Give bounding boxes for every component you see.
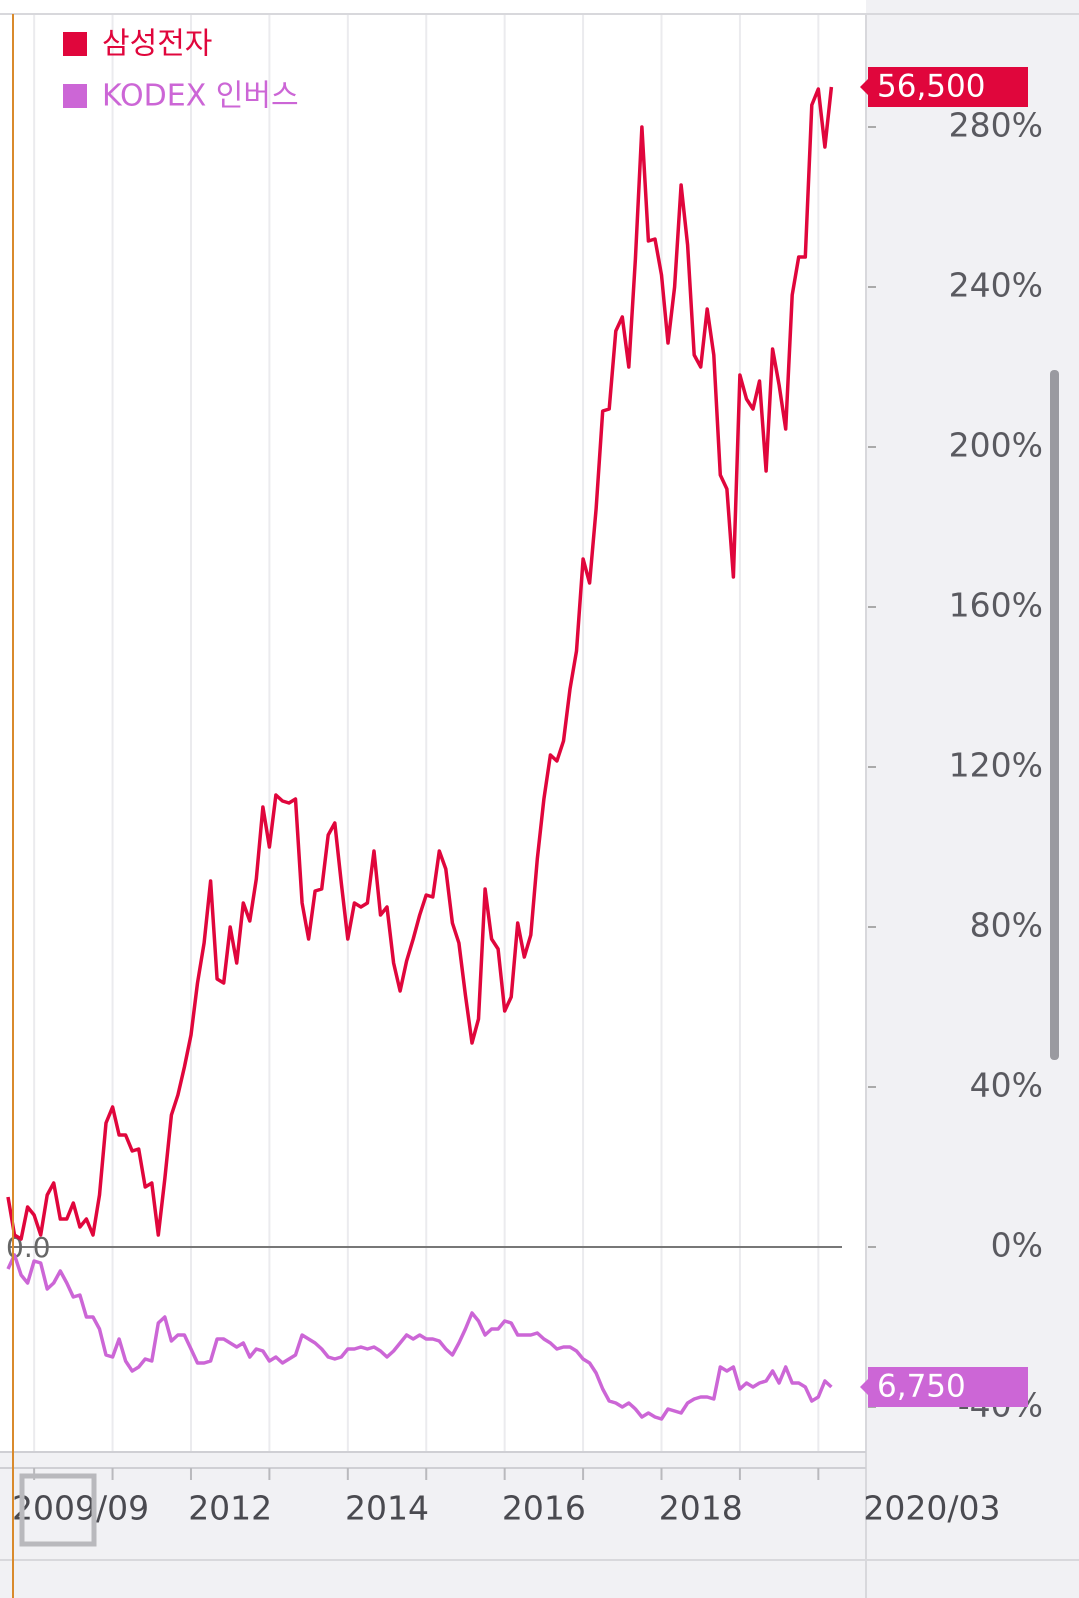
price-tag-label: 6,750 <box>877 1369 966 1405</box>
legend-label: 삼성전자 <box>102 27 212 62</box>
price-tag <box>868 1367 1028 1407</box>
x-tick-label: 2016 <box>502 1489 586 1528</box>
x-tick-label: 2009/09 <box>12 1489 149 1528</box>
x-axis-panel <box>0 1452 866 1598</box>
grid: 0.0-40%0%40%80%120%160%200%240%280%2009/… <box>6 15 1043 1528</box>
x-tick-label: 2012 <box>188 1489 272 1528</box>
x-tick-label: 2014 <box>345 1489 429 1528</box>
y-axis-panel <box>866 0 1079 1598</box>
y-tick-label: 120% <box>949 746 1043 785</box>
y-tick-label: 200% <box>949 426 1043 465</box>
price-tag <box>868 67 1028 107</box>
y-tick-label: 0% <box>991 1226 1043 1265</box>
plot: 56,500 6,750 <box>6 67 1028 1421</box>
series-line <box>6 86 834 1241</box>
price-tag-arrow <box>860 77 870 97</box>
y-tick-label: 160% <box>949 586 1043 625</box>
legend-label: KODEX 인버스 <box>102 79 299 114</box>
y-tick-label: 40% <box>970 1066 1043 1105</box>
x-tick-label: 2020/03 <box>863 1489 1000 1528</box>
legend-swatch <box>63 32 87 56</box>
x-tick-label: 2018 <box>659 1489 743 1528</box>
price-tag-label: 56,500 <box>877 69 985 105</box>
y-tick-label: 80% <box>970 906 1043 945</box>
price-tag-arrow <box>860 1377 870 1397</box>
series-line <box>6 1253 833 1421</box>
scrollbar[interactable] <box>1050 370 1059 1060</box>
y-tick-label: 240% <box>949 266 1043 305</box>
y-tick-label: 280% <box>949 106 1043 145</box>
legend: 삼성전자 KODEX 인버스 <box>63 27 299 114</box>
legend-swatch <box>63 84 87 108</box>
range-handle[interactable] <box>19 1473 97 1547</box>
